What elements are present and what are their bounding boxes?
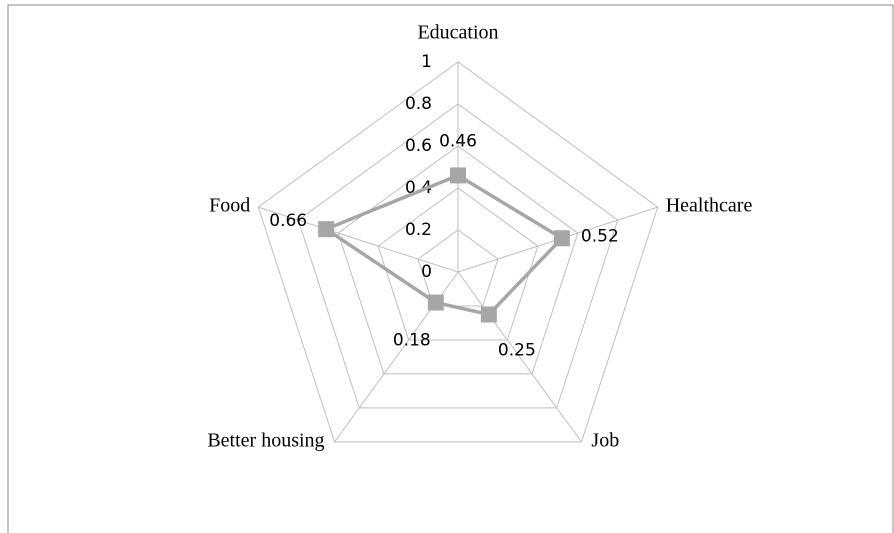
marker — [480, 306, 497, 323]
series-line — [322, 173, 565, 317]
value-label: 0.18 — [393, 331, 431, 351]
marker — [318, 221, 335, 238]
grid-ring — [297, 103, 619, 409]
grid-ring — [257, 61, 659, 443]
value-label: 0.46 — [439, 131, 477, 151]
category-label: Healthcare — [666, 195, 753, 217]
marker — [553, 230, 570, 247]
r-tick-label: 0.8 — [405, 94, 432, 114]
r-tick-label: 0.2 — [405, 220, 432, 240]
category-label: Food — [209, 195, 250, 217]
r-tick-label: 0 — [421, 262, 432, 282]
category-label: Job — [591, 429, 619, 451]
category-label: Education — [417, 22, 498, 44]
r-tick-label: 1 — [421, 52, 432, 72]
spoke — [457, 271, 582, 443]
value-label: 0.66 — [269, 211, 307, 231]
marker — [450, 167, 466, 184]
value-label: 0.52 — [581, 226, 619, 246]
category-label: Better housing — [207, 429, 324, 451]
grid-ring — [377, 187, 539, 341]
r-tick-label: 0.6 — [405, 136, 432, 156]
grid-ring — [337, 145, 579, 375]
marker — [427, 294, 444, 311]
spoke — [258, 206, 459, 273]
chart-frame — [7, 4, 894, 533]
value-label: 0.25 — [498, 340, 536, 360]
